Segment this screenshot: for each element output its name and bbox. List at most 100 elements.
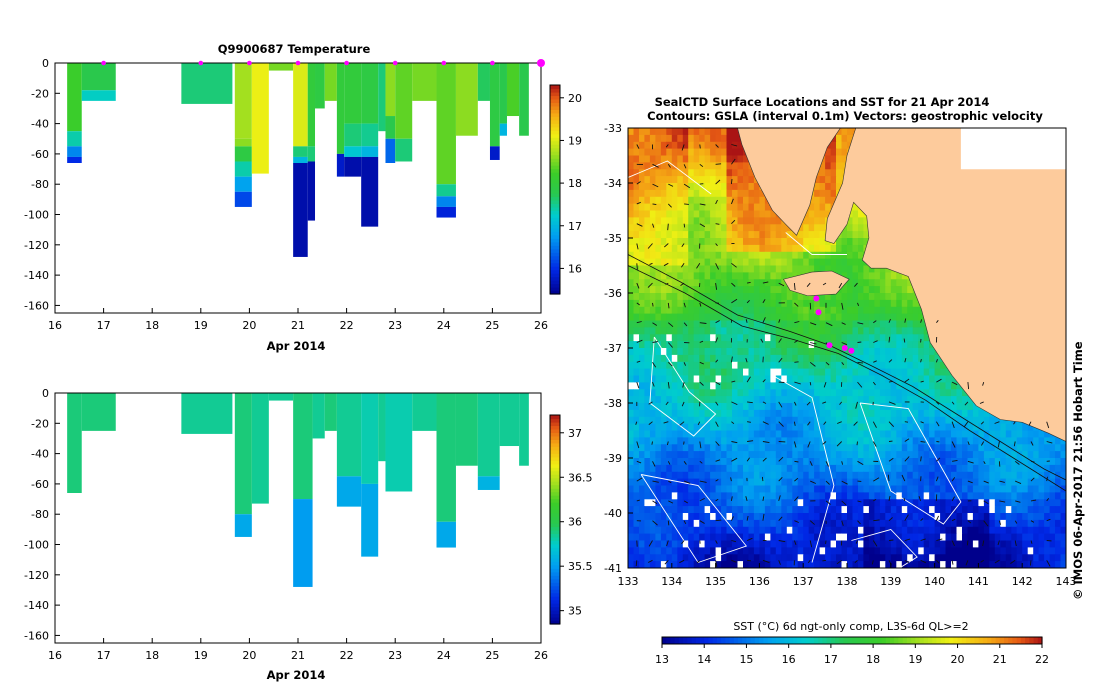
sst-cell bbox=[764, 361, 771, 370]
sst-cell bbox=[852, 403, 859, 411]
sst-cell bbox=[858, 437, 864, 445]
sst-cell bbox=[764, 403, 771, 411]
sst-cell bbox=[923, 430, 930, 438]
sst-cell bbox=[748, 334, 755, 342]
sst-cell bbox=[803, 265, 810, 273]
sst-cell bbox=[918, 403, 925, 411]
sst-cell bbox=[726, 189, 733, 198]
sst-cell bbox=[732, 251, 738, 260]
sst-cell bbox=[655, 464, 662, 473]
sst-cell bbox=[962, 430, 968, 438]
sst-cell bbox=[660, 176, 667, 184]
sst-cell bbox=[912, 396, 919, 404]
sst-cell bbox=[639, 506, 645, 514]
sst-cell bbox=[715, 341, 722, 349]
profile-bar bbox=[506, 63, 520, 117]
sst-cell bbox=[721, 299, 728, 308]
colorbar-segment bbox=[550, 502, 560, 507]
sst-cell bbox=[764, 286, 771, 294]
sst-cell bbox=[721, 306, 728, 315]
sst-cell bbox=[874, 286, 881, 294]
sst-cell bbox=[693, 251, 700, 260]
sst-cell bbox=[633, 341, 640, 349]
x-tick-label: 18 bbox=[145, 649, 159, 662]
sst-cell bbox=[945, 382, 952, 390]
sst-cell bbox=[710, 513, 717, 521]
sst-cell bbox=[879, 299, 886, 308]
sst-cell bbox=[682, 327, 689, 335]
colorbar-segment bbox=[550, 575, 560, 580]
profile-layer bbox=[307, 161, 316, 221]
map-title: SealCTD Surface Locations and SST for 21… bbox=[655, 95, 990, 109]
sst-cell bbox=[803, 361, 810, 370]
profile-bar bbox=[455, 63, 478, 136]
map-subtitle: Contours: GSLA (interval 0.1m) Vectors: … bbox=[647, 109, 1043, 123]
sst-cell bbox=[633, 485, 640, 493]
sst-cell bbox=[732, 341, 738, 349]
sst-cell bbox=[666, 141, 673, 150]
sst-cell bbox=[879, 354, 886, 363]
sst-cell bbox=[874, 492, 881, 500]
sst-cell bbox=[830, 403, 837, 411]
sst-cell bbox=[803, 348, 810, 356]
sst-cell bbox=[868, 265, 875, 273]
profile-bar bbox=[336, 63, 345, 177]
profile-layer bbox=[336, 153, 345, 177]
colorbar-segment bbox=[550, 154, 560, 159]
sst-cell bbox=[814, 189, 821, 198]
sst-cell bbox=[918, 306, 925, 315]
sst-cell bbox=[786, 244, 793, 253]
sst-cell bbox=[677, 272, 684, 280]
sst-cell bbox=[863, 451, 870, 459]
profile-layer bbox=[234, 191, 252, 207]
sst-cell bbox=[688, 361, 695, 370]
sst-cell bbox=[759, 382, 766, 390]
sst-cell bbox=[732, 286, 738, 294]
sst-cell bbox=[1000, 513, 1007, 521]
colorbar-segment bbox=[550, 498, 560, 503]
sst-cell bbox=[896, 444, 903, 452]
sst-cell bbox=[677, 155, 684, 163]
profile-layer bbox=[181, 393, 233, 434]
sst-cell bbox=[666, 203, 673, 211]
sst-cell bbox=[693, 458, 700, 466]
sst-cell bbox=[721, 279, 728, 287]
sst-cell bbox=[852, 272, 859, 280]
sst-cell bbox=[721, 458, 728, 466]
sst-cell bbox=[830, 251, 837, 260]
sst-cell bbox=[688, 141, 695, 150]
sst-cell bbox=[956, 409, 963, 418]
sst-cell bbox=[649, 513, 656, 521]
sst-cell bbox=[737, 334, 744, 342]
sst-cell bbox=[1022, 513, 1029, 521]
sst-cell bbox=[655, 341, 662, 349]
sst-cell bbox=[759, 389, 766, 397]
sst-cell bbox=[890, 361, 897, 370]
sst-cell bbox=[688, 162, 695, 170]
sst-cell bbox=[715, 286, 722, 294]
sst-cell bbox=[743, 238, 749, 246]
sst-cell bbox=[847, 354, 853, 363]
x-tick-label: 25 bbox=[485, 319, 499, 332]
sst-cell bbox=[1055, 492, 1061, 500]
sst-cell bbox=[732, 320, 738, 328]
sst-cell bbox=[836, 183, 842, 191]
sst-cell bbox=[918, 513, 925, 521]
sst-cell bbox=[764, 451, 771, 459]
sst-cell bbox=[830, 499, 837, 507]
sst-cell bbox=[677, 430, 684, 438]
sst-cell bbox=[721, 176, 728, 184]
sst-cell bbox=[671, 279, 678, 287]
sst-cell bbox=[1000, 499, 1007, 507]
sst-cell bbox=[962, 478, 968, 486]
sst-cell bbox=[628, 506, 634, 514]
sst-cell bbox=[710, 348, 717, 356]
sst-cell bbox=[671, 265, 678, 273]
sst-cell bbox=[901, 464, 908, 473]
sst-cell bbox=[764, 389, 771, 397]
sst-cell bbox=[726, 231, 733, 239]
sst-cell bbox=[732, 162, 738, 170]
sst-cell bbox=[808, 403, 815, 411]
sst-cell bbox=[836, 299, 842, 308]
sst-cell bbox=[890, 327, 897, 335]
